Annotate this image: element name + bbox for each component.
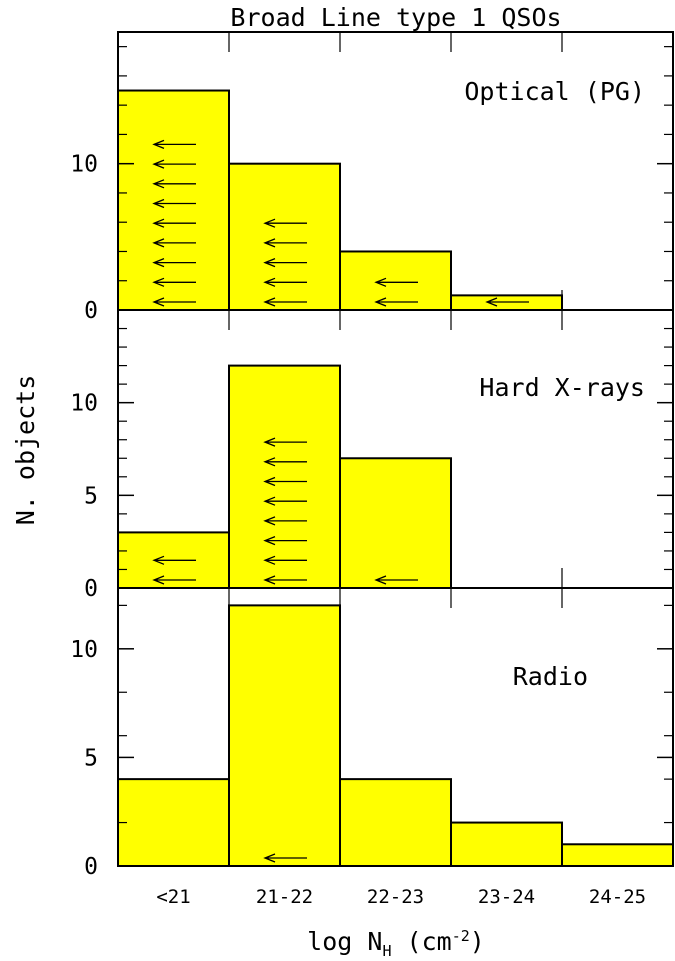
upper-limit-arrow	[263, 238, 307, 248]
x-axis-label: log NH (cm-2)	[307, 927, 485, 960]
panels-group: 0 10 Optical (PG) 0 5 10 Hard X-rays 0 5 10 Radio	[70, 31, 674, 880]
upper-limit-arrow	[263, 257, 307, 268]
upper-limit-arrow	[152, 238, 196, 248]
y-tick-label: 5	[84, 745, 98, 771]
y-tick-label: 10	[70, 152, 98, 178]
panel-2: 0 5 10 Hard X-rays	[70, 309, 674, 602]
x-axis-label-close: )	[470, 927, 485, 956]
upper-limit-arrow	[152, 179, 196, 189]
y-tick-label: 0	[84, 576, 98, 602]
y-axis-label: N. objects	[11, 375, 40, 526]
category-label-22-23: 22-23	[367, 886, 424, 908]
upper-limit-arrow	[152, 218, 196, 228]
upper-limit-arrow	[152, 575, 196, 585]
y-tick-label: 10	[70, 637, 98, 663]
upper-limit-arrow	[374, 575, 418, 585]
upper-limit-arrow	[374, 277, 418, 287]
upper-limit-arrow	[263, 277, 307, 287]
x-axis-label-main: log N	[307, 927, 382, 956]
upper-limit-arrow	[374, 297, 418, 307]
upper-limit-arrow	[152, 555, 196, 565]
y-tick-label: 10	[70, 391, 98, 417]
panel-title: Optical (PG)	[464, 77, 645, 106]
histogram-fill	[118, 90, 673, 311]
panel-title: Hard X-rays	[479, 373, 645, 402]
y-tick-label: 0	[84, 298, 98, 324]
category-label-21-22: 21-22	[256, 886, 313, 908]
upper-limit-arrow	[152, 277, 196, 287]
x-axis-label-unit: (cm	[391, 927, 451, 956]
upper-limit-arrow	[263, 476, 307, 487]
upper-limit-arrow	[263, 555, 307, 565]
upper-limit-arrow	[152, 198, 196, 209]
x-axis-label-exp: -2	[452, 927, 470, 945]
panel-title: Radio	[513, 662, 588, 691]
y-tick-label: 5	[84, 483, 98, 509]
upper-limit-arrow	[152, 159, 196, 169]
x-axis-label-sub: H	[382, 942, 391, 960]
upper-limit-arrow	[263, 297, 307, 307]
upper-limit-arrow	[263, 516, 307, 526]
upper-limit-arrow	[263, 457, 307, 467]
upper-limit-arrow	[263, 575, 307, 585]
upper-limit-arrow	[263, 437, 307, 447]
upper-limit-arrow	[152, 257, 196, 268]
category-labels: <21 21-22 22-23 23-24 24-25	[156, 886, 646, 908]
panel-3: 0 5 10 Radio	[70, 587, 674, 880]
category-label-23-24: 23-24	[478, 886, 535, 908]
upper-limit-arrow	[263, 496, 307, 506]
chart-title: Broad Line type 1 QSOs	[230, 3, 561, 32]
category-label-<21: <21	[156, 886, 190, 908]
histogram-fill	[118, 605, 673, 866]
category-label-24-25: 24-25	[589, 886, 646, 908]
upper-limit-arrow	[263, 853, 307, 863]
panel-1: 0 10 Optical (PG)	[70, 31, 674, 324]
upper-limit-arrow	[263, 535, 307, 546]
upper-limit-arrow	[152, 139, 196, 150]
panel-frame	[117, 587, 674, 867]
histogram-fill	[118, 365, 673, 588]
upper-limit-arrow	[485, 297, 529, 307]
upper-limit-arrow	[263, 218, 307, 228]
y-tick-label: 0	[84, 854, 98, 880]
upper-limit-arrow	[152, 297, 196, 307]
